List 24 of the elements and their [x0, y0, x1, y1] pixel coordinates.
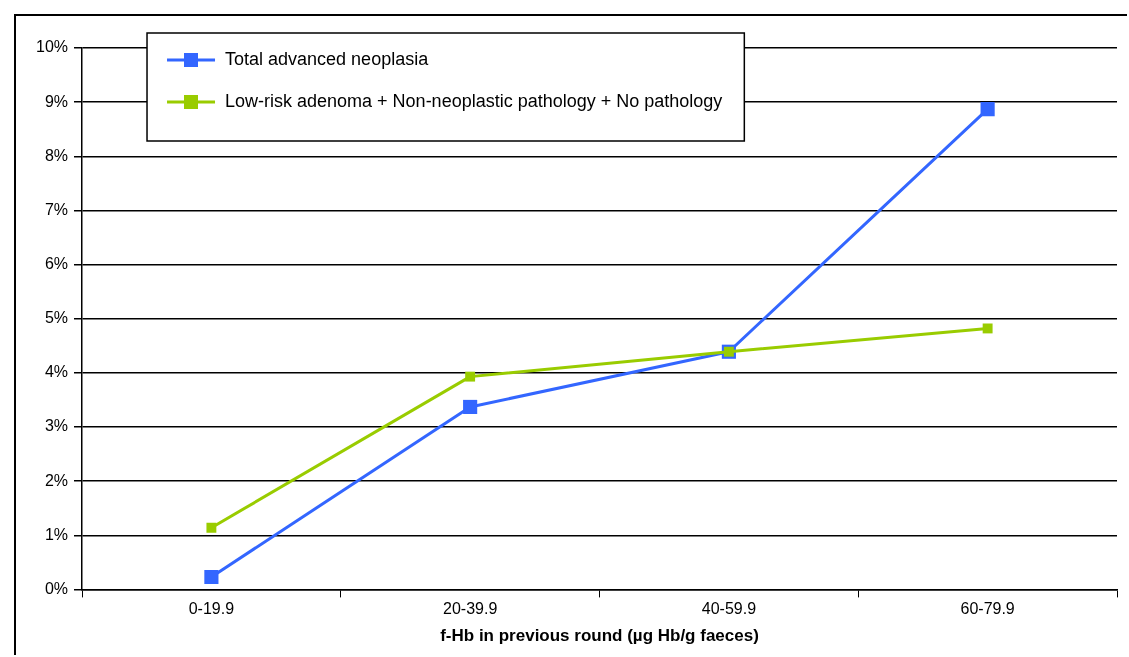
- legend-label: Total advanced neoplasia: [225, 48, 430, 69]
- y-tick-label: 7%: [44, 200, 69, 218]
- y-tick-label: 4%: [44, 363, 69, 381]
- x-tick-label: 40-59.9: [701, 600, 757, 618]
- point: [206, 522, 217, 533]
- point: [463, 399, 478, 415]
- y-tick-label: 0%: [44, 579, 69, 597]
- x-tick-label: 20-39.9: [443, 600, 498, 618]
- point: [980, 102, 995, 117]
- y-tick-label: 8%: [44, 146, 69, 164]
- y-tick-label: 3%: [44, 417, 69, 435]
- x-tick-label: 60-79.9: [960, 600, 1015, 618]
- y-tick-label: 2%: [44, 471, 69, 489]
- y-tick-label: 9%: [44, 92, 69, 110]
- legend-label: Low-risk adenoma + Non-neoplastic pathology + No pathology: [225, 90, 723, 111]
- y-tick-label: 1%: [44, 525, 69, 543]
- point: [982, 323, 993, 334]
- y-tick-label: 10%: [35, 38, 69, 56]
- y-tick-label: 5%: [44, 309, 69, 327]
- point: [204, 569, 219, 585]
- x-tick-label: 0-19.9: [188, 600, 235, 618]
- x-axis-title: f-Hb in previous round (µg Hb/g faeces): [440, 626, 759, 646]
- y-tick-label: 6%: [44, 254, 69, 272]
- point: [465, 371, 476, 382]
